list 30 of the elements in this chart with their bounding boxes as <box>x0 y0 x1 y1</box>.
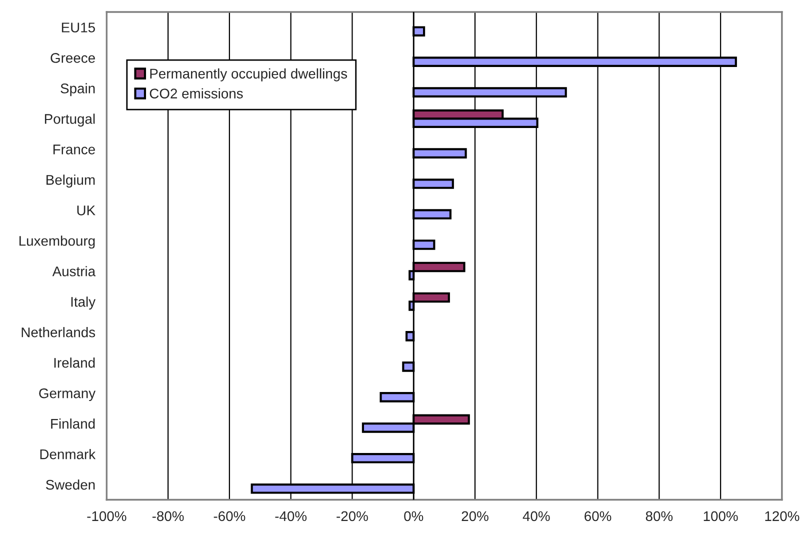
y-tick-label: Denmark <box>40 449 96 460</box>
x-tick-label: -60% <box>214 511 246 522</box>
y-tick-label: Sweden <box>46 479 95 490</box>
y-tick-label: Greece <box>50 53 95 63</box>
y-tick-label: Italy <box>71 296 96 310</box>
y-tick-label: Germany <box>39 388 96 401</box>
legend-label: Permanently occupied dwellings <box>150 68 348 82</box>
x-tick-label: 120% <box>765 511 800 522</box>
y-tick-label: Finland <box>51 418 95 429</box>
x-tick-label: 60% <box>584 511 612 522</box>
y-tick-label: France <box>53 144 95 154</box>
y-tick-label: Spain <box>60 83 95 96</box>
y-tick-label: EU15 <box>62 22 95 32</box>
y-tick-label: UK <box>77 206 96 216</box>
x-tick-label: -100% <box>87 511 126 522</box>
x-tick-label: 100% <box>704 511 738 522</box>
x-tick-label: 40% <box>522 511 550 522</box>
y-tick-label: Belgium <box>46 174 95 188</box>
x-tick-label: -40% <box>275 511 307 522</box>
y-tick-label: Netherlands <box>22 327 96 338</box>
x-tick-label: -20% <box>336 511 368 522</box>
x-tick-label: -80% <box>152 511 184 522</box>
legend-label: CO2 emissions <box>150 88 243 98</box>
x-tick-label: 0% <box>404 511 424 522</box>
y-tick-label: Luxembourg <box>19 236 95 249</box>
y-tick-label: Ireland <box>54 358 95 368</box>
y-tick-label: Portugal <box>44 114 95 127</box>
x-tick-label: 80% <box>646 511 673 522</box>
x-tick-label: 20% <box>462 511 488 522</box>
y-tick-label: Austria <box>52 266 96 276</box>
